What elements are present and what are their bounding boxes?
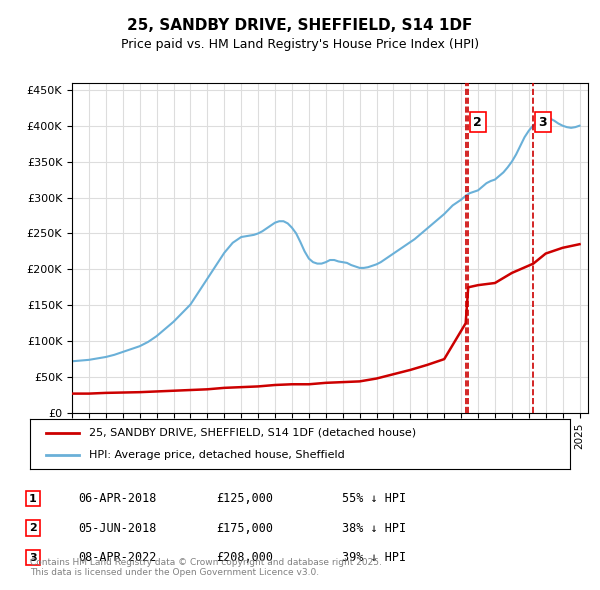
Text: 05-JUN-2018: 05-JUN-2018: [78, 522, 157, 535]
Text: 06-APR-2018: 06-APR-2018: [78, 492, 157, 505]
Text: 39% ↓ HPI: 39% ↓ HPI: [342, 551, 406, 564]
Text: Contains HM Land Registry data © Crown copyright and database right 2025.
This d: Contains HM Land Registry data © Crown c…: [30, 558, 382, 577]
Text: £175,000: £175,000: [216, 522, 273, 535]
Text: 08-APR-2022: 08-APR-2022: [78, 551, 157, 564]
Text: Price paid vs. HM Land Registry's House Price Index (HPI): Price paid vs. HM Land Registry's House …: [121, 38, 479, 51]
Text: 25, SANDBY DRIVE, SHEFFIELD, S14 1DF: 25, SANDBY DRIVE, SHEFFIELD, S14 1DF: [127, 18, 473, 32]
Text: £125,000: £125,000: [216, 492, 273, 505]
Text: 3: 3: [29, 553, 37, 562]
Text: 25, SANDBY DRIVE, SHEFFIELD, S14 1DF (detached house): 25, SANDBY DRIVE, SHEFFIELD, S14 1DF (de…: [89, 428, 416, 438]
Text: £208,000: £208,000: [216, 551, 273, 564]
Text: 55% ↓ HPI: 55% ↓ HPI: [342, 492, 406, 505]
Text: 2: 2: [473, 116, 482, 129]
Text: 1: 1: [29, 494, 37, 503]
Text: 3: 3: [538, 116, 547, 129]
Text: 38% ↓ HPI: 38% ↓ HPI: [342, 522, 406, 535]
Text: HPI: Average price, detached house, Sheffield: HPI: Average price, detached house, Shef…: [89, 450, 345, 460]
Text: 2: 2: [29, 523, 37, 533]
